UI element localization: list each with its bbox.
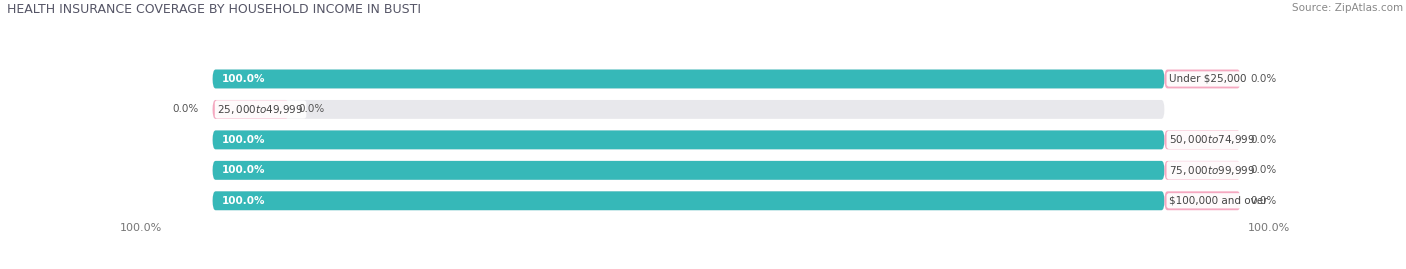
Text: $50,000 to $74,999: $50,000 to $74,999 [1170,133,1256,146]
Text: 100.0%: 100.0% [222,135,266,145]
FancyBboxPatch shape [212,161,1164,180]
Text: 100.0%: 100.0% [222,196,266,206]
FancyBboxPatch shape [212,69,1164,89]
Text: $25,000 to $49,999: $25,000 to $49,999 [218,103,304,116]
Text: 0.0%: 0.0% [1250,74,1277,84]
Text: Under $25,000: Under $25,000 [1170,74,1247,84]
FancyBboxPatch shape [1164,130,1240,149]
FancyBboxPatch shape [212,100,1164,119]
FancyBboxPatch shape [212,130,1164,149]
FancyBboxPatch shape [212,100,288,119]
FancyBboxPatch shape [212,191,1164,210]
FancyBboxPatch shape [212,191,1164,210]
FancyBboxPatch shape [1164,69,1240,89]
FancyBboxPatch shape [1164,191,1240,210]
Text: 0.0%: 0.0% [1250,196,1277,206]
Text: Source: ZipAtlas.com: Source: ZipAtlas.com [1292,3,1403,13]
FancyBboxPatch shape [212,130,1164,149]
Text: 0.0%: 0.0% [1250,165,1277,175]
Text: 0.0%: 0.0% [298,104,325,114]
Text: 0.0%: 0.0% [172,104,198,114]
Text: 100.0%: 100.0% [222,74,266,84]
Text: 100.0%: 100.0% [222,165,266,175]
FancyBboxPatch shape [1164,161,1240,180]
Text: $75,000 to $99,999: $75,000 to $99,999 [1170,164,1256,177]
Text: $100,000 and over: $100,000 and over [1170,196,1268,206]
FancyBboxPatch shape [212,161,1164,180]
Text: HEALTH INSURANCE COVERAGE BY HOUSEHOLD INCOME IN BUSTI: HEALTH INSURANCE COVERAGE BY HOUSEHOLD I… [7,3,420,16]
FancyBboxPatch shape [212,69,1164,89]
Text: 0.0%: 0.0% [1250,135,1277,145]
